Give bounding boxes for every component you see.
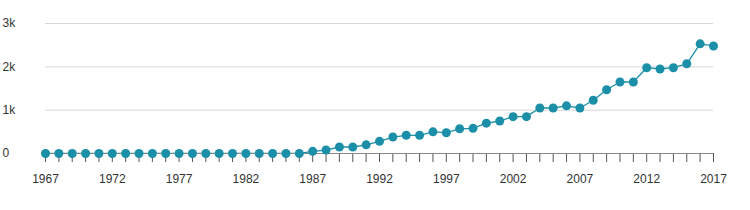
svg-text:2012: 2012: [633, 172, 660, 186]
svg-text:0: 0: [3, 146, 10, 160]
svg-text:1972: 1972: [99, 172, 126, 186]
svg-text:1982: 1982: [233, 172, 260, 186]
svg-text:1967: 1967: [32, 172, 59, 186]
svg-text:1997: 1997: [433, 172, 460, 186]
svg-text:2017: 2017: [700, 172, 727, 186]
svg-text:1987: 1987: [299, 172, 326, 186]
svg-text:3k: 3k: [3, 16, 17, 30]
svg-text:1992: 1992: [366, 172, 393, 186]
svg-text:1977: 1977: [166, 172, 193, 186]
svg-text:2002: 2002: [500, 172, 527, 186]
svg-text:1k: 1k: [3, 103, 17, 117]
svg-text:2007: 2007: [567, 172, 594, 186]
svg-text:2k: 2k: [3, 60, 17, 74]
